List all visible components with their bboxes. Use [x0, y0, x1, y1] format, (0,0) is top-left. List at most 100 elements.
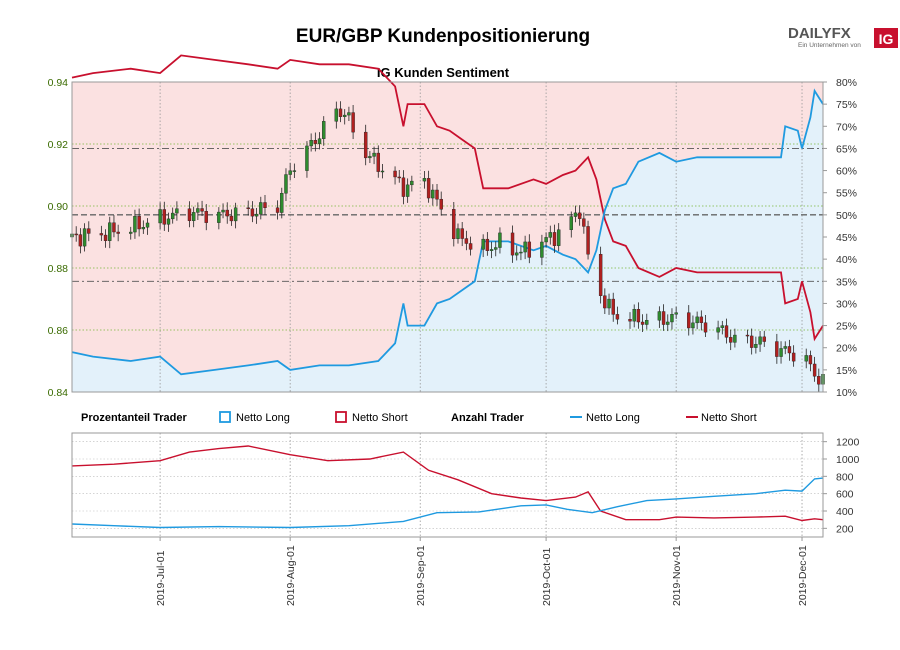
candle-body: [204, 211, 208, 223]
price-tick-label: 0.88: [48, 263, 69, 275]
percent-tick-label: 25%: [836, 321, 857, 333]
candle-body: [817, 376, 821, 385]
date-tick-label: 2019-Sep-01: [415, 545, 427, 606]
date-tick-label: 2019-Jul-01: [155, 550, 167, 606]
reference-lines: [72, 147, 823, 282]
candle-body: [334, 108, 339, 122]
price-tick-label: 0.86: [48, 325, 69, 337]
percent-tick-label: 15%: [836, 365, 857, 377]
candle-body: [485, 238, 490, 251]
candle-body: [82, 228, 87, 247]
candle-body: [275, 207, 280, 213]
candle-body: [749, 335, 754, 348]
candle-body: [460, 228, 464, 239]
candle-body: [519, 251, 523, 254]
candle-body: [452, 209, 456, 239]
candle-body: [99, 233, 104, 236]
percent-tick-label: 45%: [836, 232, 857, 244]
candle-body: [343, 114, 347, 117]
candle-body: [108, 222, 112, 241]
candle-body: [405, 184, 410, 197]
candle-body: [422, 178, 427, 182]
percent-tick-label: 60%: [836, 166, 857, 178]
candle-body: [527, 241, 532, 258]
percent-tick-label: 40%: [836, 254, 857, 266]
candle-body: [305, 145, 309, 171]
candle-body: [347, 112, 351, 116]
logo-ig-text: IG: [879, 31, 894, 47]
logo-brand: DAILYFX: [788, 25, 851, 42]
candle-body: [175, 208, 179, 214]
percent-tick-label: 35%: [836, 276, 857, 288]
candle-body: [611, 298, 615, 315]
candle-body: [783, 346, 787, 349]
candle-body: [582, 218, 586, 227]
candle-body: [145, 222, 150, 228]
date-tick-label: 2019-Dec-01: [797, 545, 809, 606]
candle-body: [720, 325, 725, 328]
candle-body: [481, 238, 485, 250]
candle-body: [322, 121, 326, 139]
date-tick-label: 2019-Aug-01: [285, 545, 297, 606]
candle-body: [263, 202, 267, 208]
candle-body: [401, 177, 406, 197]
price-axis: 0.94 0.92 0.90 0.88 0.86 0.84: [48, 77, 69, 399]
candle-body: [812, 363, 817, 377]
candle-body: [779, 348, 783, 357]
candle-body: [724, 325, 729, 338]
candle-body: [158, 209, 162, 224]
count-tick-label: 1200: [836, 437, 860, 449]
chart-title: EUR/GBP Kundenpositionierung: [296, 26, 590, 47]
candle-body: [435, 189, 439, 200]
candle-body: [338, 108, 343, 117]
net-long-count-line: [71, 477, 824, 529]
candle-body: [439, 198, 443, 210]
trader-count-panel: 1200 1000 800 600 400 200 2019-Jul-01 2019-Aug…: [71, 432, 860, 606]
candle-body: [556, 229, 561, 246]
candle-body: [74, 233, 78, 236]
net-long-pct-line: [71, 88, 824, 376]
candle-body: [246, 207, 250, 210]
price-tick-label: 0.92: [48, 139, 69, 151]
candle-body: [376, 152, 380, 172]
candle-body: [103, 234, 108, 241]
percent-tick-label: 55%: [836, 188, 857, 200]
candle-body: [745, 334, 750, 337]
legend-count-header: Anzahl Trader: [451, 412, 524, 424]
candle-body: [808, 355, 813, 365]
bottom-panel-frame: [71, 432, 824, 538]
net-short-pct-line: [71, 54, 824, 342]
count-tick-label: 1000: [836, 454, 860, 466]
candle-body: [670, 314, 674, 323]
candle-body: [141, 227, 146, 230]
candle-body: [426, 178, 431, 199]
date-tick-label: 2019-Nov-01: [671, 545, 683, 606]
candle-body: [292, 170, 297, 172]
candle-body: [166, 218, 171, 225]
candle-body: [250, 208, 255, 217]
candle-body: [703, 322, 708, 333]
price-tick-label: 0.90: [48, 201, 69, 213]
candle-body: [569, 216, 573, 230]
candle-body: [687, 312, 691, 329]
legend-short-label: Netto Short: [352, 412, 408, 424]
bottom-gridlines: [72, 433, 823, 537]
candle-body: [78, 234, 83, 247]
candle-body: [200, 208, 204, 212]
candle-body: [464, 238, 469, 244]
candle-body: [674, 312, 678, 315]
percent-tick-label: 10%: [836, 387, 857, 399]
candle-body: [284, 174, 288, 194]
candle-body: [728, 337, 733, 343]
candle-body: [607, 298, 611, 309]
date-tick-label: 2019-Oct-01: [541, 547, 553, 606]
candle-body: [640, 321, 645, 325]
candle-body: [548, 232, 552, 238]
candle-body: [628, 319, 632, 322]
count-tick-label: 200: [836, 523, 854, 535]
net-short-count-line: [71, 445, 824, 522]
legend: Prozentanteil Trader Netto Long Netto Sh…: [81, 411, 757, 424]
legend-long-label: Netto Long: [236, 412, 290, 424]
candle-body: [523, 241, 527, 253]
candle-body: [754, 344, 758, 348]
